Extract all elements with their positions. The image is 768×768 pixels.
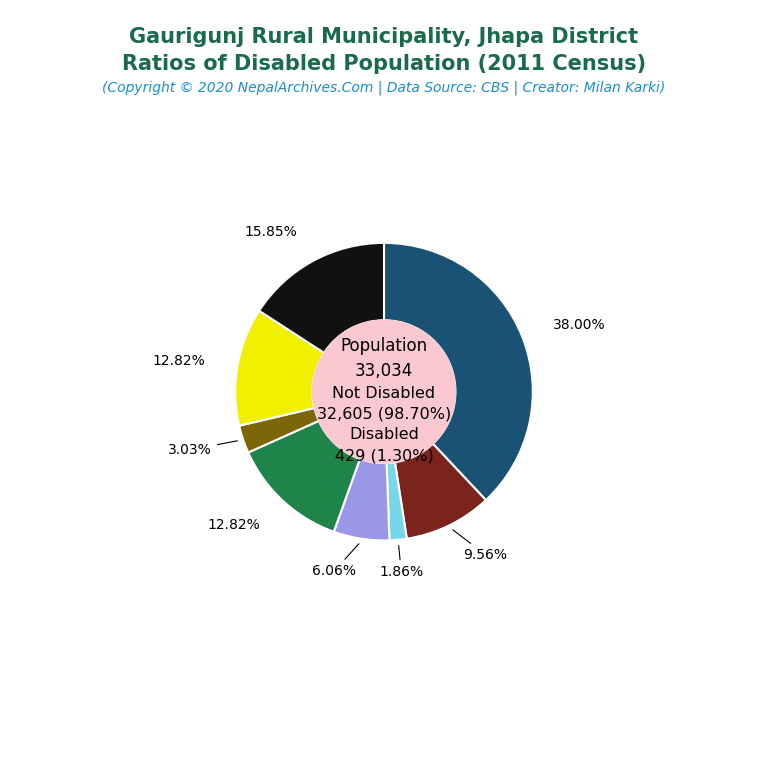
Text: 15.85%: 15.85%	[244, 225, 297, 239]
Text: 38.00%: 38.00%	[553, 318, 605, 332]
Text: Population
33,034: Population 33,034	[340, 337, 428, 380]
Wedge shape	[259, 243, 384, 353]
Text: Disabled
429 (1.30%): Disabled 429 (1.30%)	[335, 427, 433, 463]
Text: 3.03%: 3.03%	[168, 441, 237, 457]
Wedge shape	[239, 408, 319, 452]
Text: 6.06%: 6.06%	[313, 544, 359, 578]
Wedge shape	[248, 421, 360, 531]
Wedge shape	[386, 462, 407, 541]
Text: 12.82%: 12.82%	[208, 518, 260, 532]
Wedge shape	[384, 243, 533, 500]
Wedge shape	[395, 444, 486, 538]
Text: 12.82%: 12.82%	[152, 353, 205, 368]
Text: Ratios of Disabled Population (2011 Census): Ratios of Disabled Population (2011 Cens…	[122, 54, 646, 74]
Text: (Copyright © 2020 NepalArchives.Com | Data Source: CBS | Creator: Milan Karki): (Copyright © 2020 NepalArchives.Com | Da…	[102, 81, 666, 95]
Text: 9.56%: 9.56%	[453, 530, 508, 562]
Circle shape	[313, 320, 455, 463]
Text: 1.86%: 1.86%	[379, 545, 423, 579]
Wedge shape	[235, 311, 324, 425]
Text: Gaurigunj Rural Municipality, Jhapa District: Gaurigunj Rural Municipality, Jhapa Dist…	[130, 27, 638, 47]
Wedge shape	[334, 459, 389, 541]
Text: Not Disabled
32,605 (98.70%): Not Disabled 32,605 (98.70%)	[317, 386, 451, 422]
